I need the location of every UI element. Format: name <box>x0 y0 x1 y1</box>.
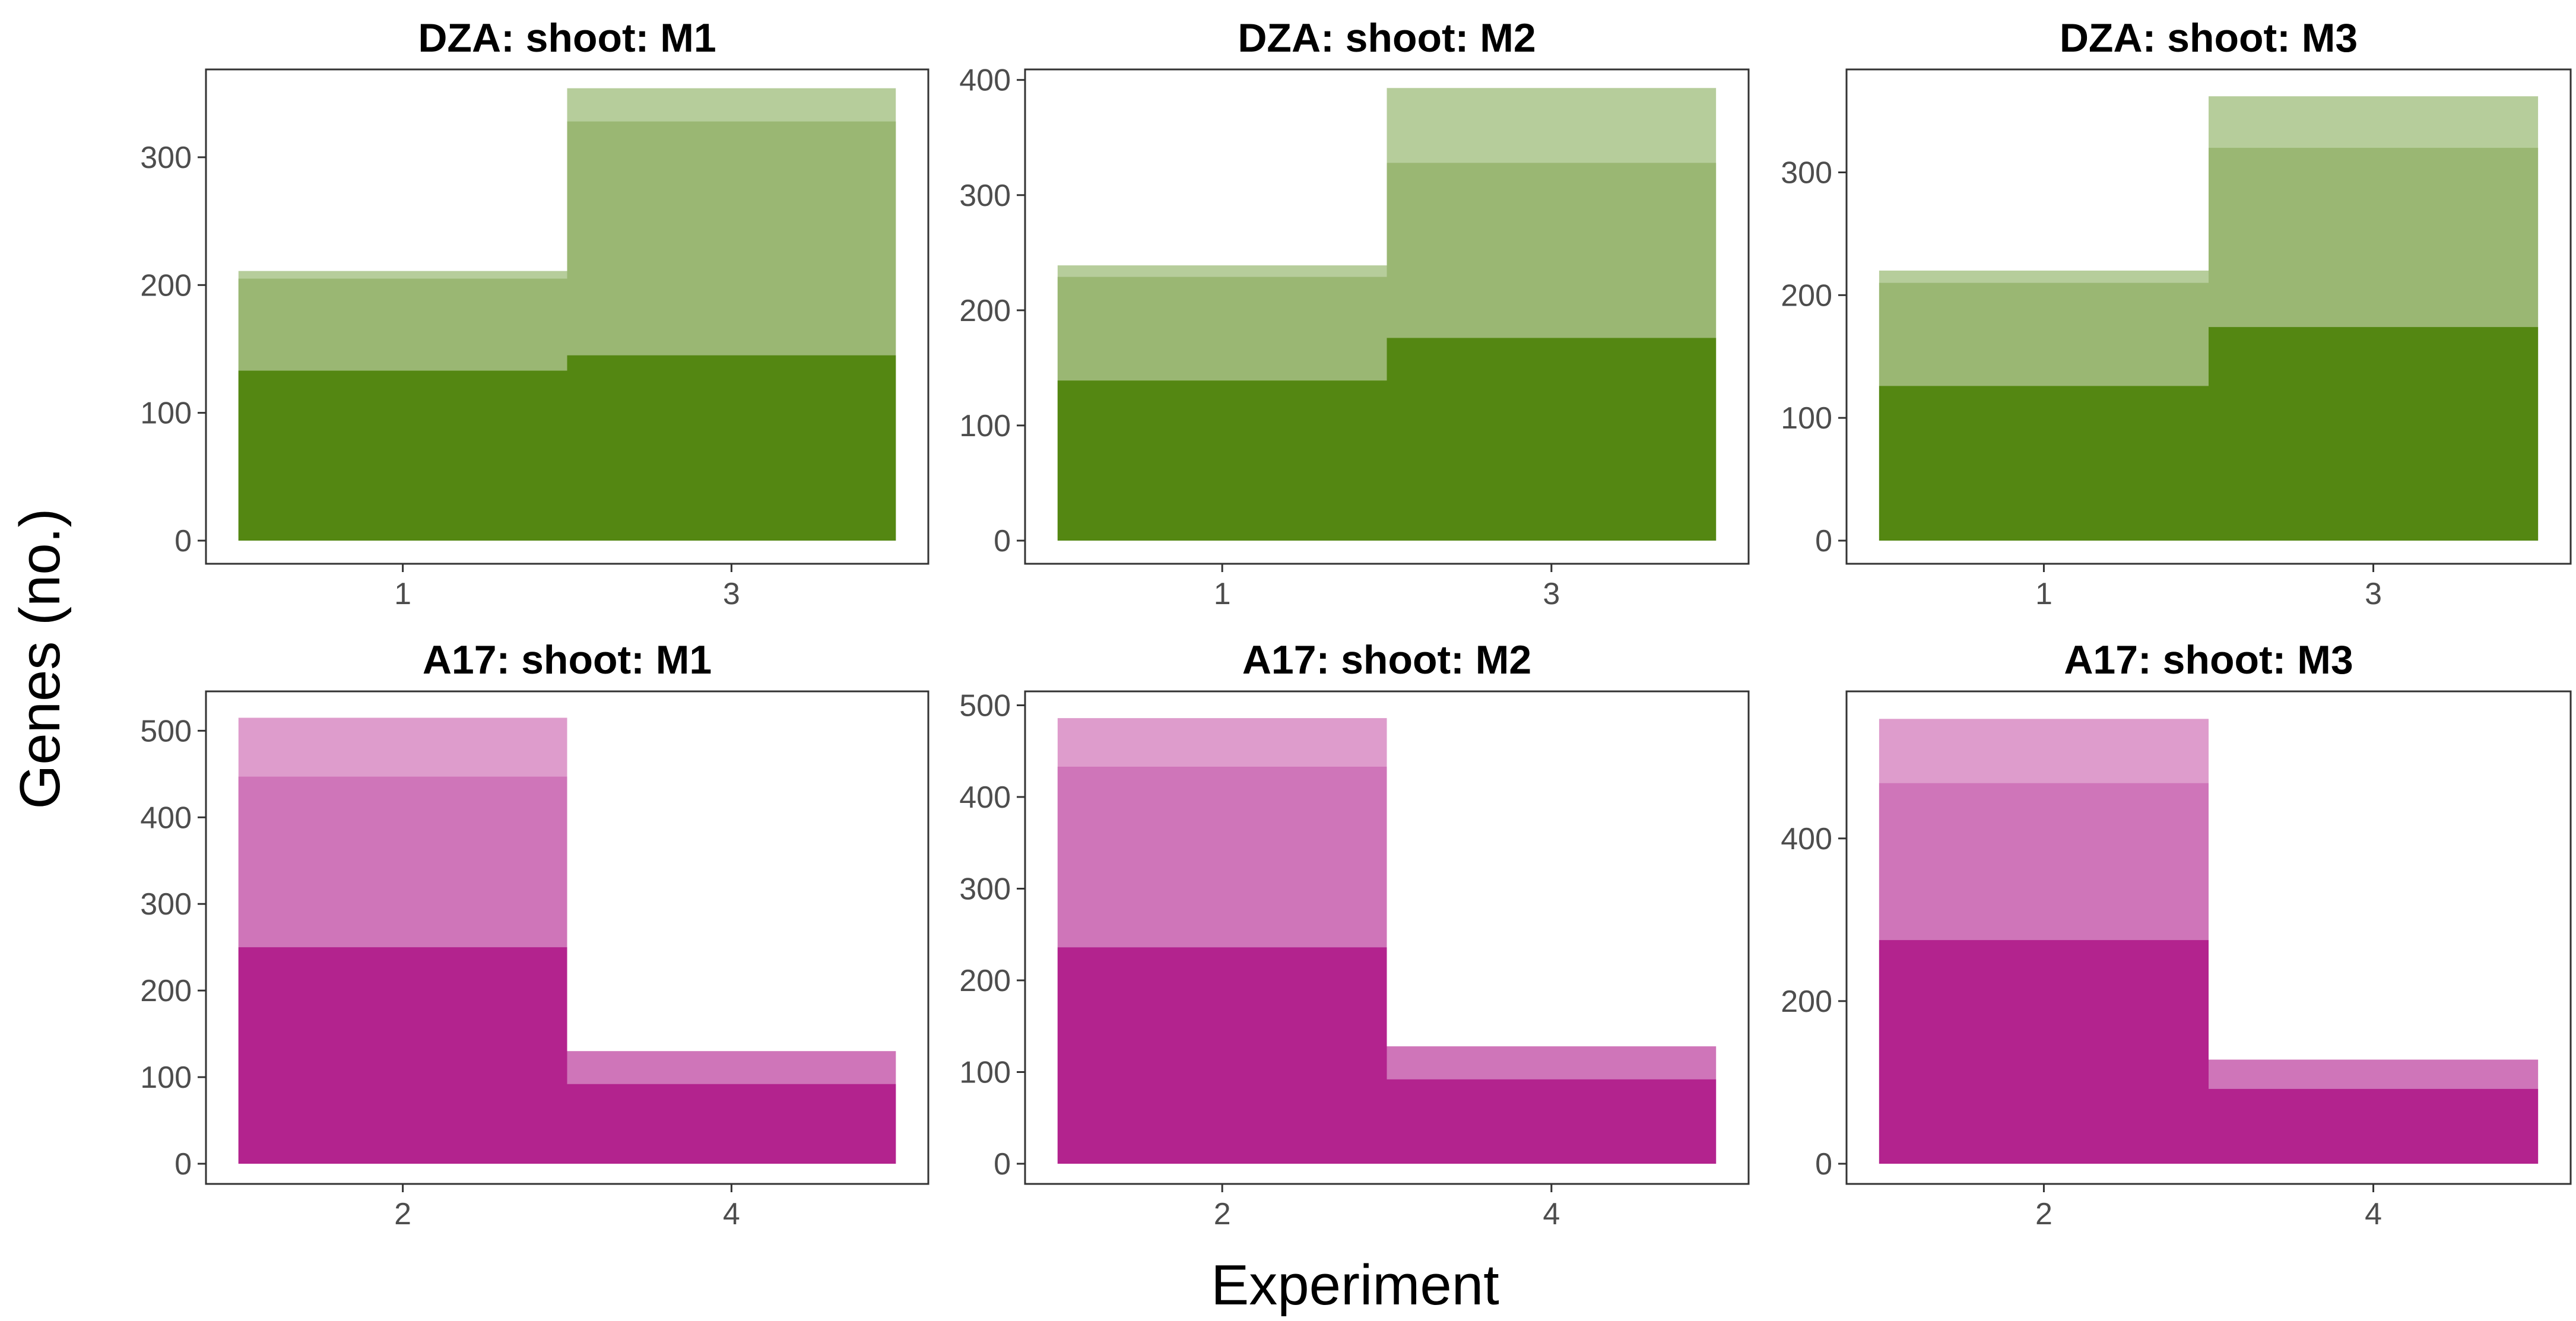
y-tick-label: 200 <box>959 294 1011 328</box>
y-tick-label: 400 <box>959 780 1011 815</box>
y-tick-label: 300 <box>959 872 1011 906</box>
panel-title: A17: shoot: M1 <box>423 637 712 682</box>
x-tick-label: 3 <box>723 577 740 611</box>
y-tick-label: 0 <box>1815 1147 1832 1182</box>
panel-frame <box>1845 68 2572 565</box>
y-tick-label: 100 <box>959 1055 1011 1090</box>
y-tick-label: 100 <box>1781 401 1832 436</box>
y-tick-label: 200 <box>1781 985 1832 1019</box>
panel-title: DZA: shoot: M3 <box>2060 15 2358 61</box>
x-tick-label: 2 <box>2035 1197 2052 1231</box>
y-tick-label: 200 <box>959 964 1011 998</box>
y-tick-label: 100 <box>140 396 192 431</box>
panel-2: DZA: shoot: M2 0 100 200 300 400 1 3 <box>959 15 1750 611</box>
panel-frame <box>1845 690 2572 1185</box>
y-tick-label: 200 <box>140 974 192 1008</box>
x-tick-label: 4 <box>1543 1197 1560 1231</box>
panel-title: DZA: shoot: M2 <box>1238 15 1536 61</box>
panel-frame <box>1024 690 1750 1185</box>
y-tick-label: 100 <box>140 1060 192 1095</box>
panel-title: A17: shoot: M3 <box>2064 637 2353 682</box>
y-axis-title: Genes (no.) <box>8 509 72 809</box>
y-tick-label: 300 <box>1781 155 1832 190</box>
y-tick-label: 500 <box>959 688 1011 723</box>
y-tick-label: 400 <box>1781 822 1832 856</box>
panel-title: DZA: shoot: M1 <box>418 15 716 61</box>
bar-core-2 <box>1057 947 1387 1164</box>
bar-core-4 <box>2209 1088 2539 1164</box>
x-tick-label: 1 <box>394 577 411 611</box>
y-tick-label: 0 <box>994 1147 1011 1182</box>
y-tick-label: 300 <box>140 887 192 922</box>
y-tick-label: 0 <box>175 524 192 558</box>
panel-5: A17: shoot: M2 0 100 200 300 400 500 2 4 <box>959 637 1750 1231</box>
y-tick-label: 400 <box>959 63 1011 98</box>
x-tick-label: 1 <box>2035 577 2052 611</box>
bar-core-2 <box>1879 940 2209 1164</box>
bar-core-1 <box>1879 386 2209 541</box>
y-tick-label: 500 <box>140 714 192 748</box>
y-tick-label: 200 <box>140 268 192 303</box>
bar-core-1 <box>1057 380 1387 541</box>
panel-3: DZA: shoot: M3 0 100 200 300 1 3 <box>1781 15 2572 611</box>
x-tick-label: 3 <box>2365 577 2382 611</box>
x-tick-label: 4 <box>723 1197 740 1231</box>
bar-core-4 <box>1387 1079 1717 1164</box>
y-tick-label: 0 <box>175 1147 192 1182</box>
bar-core-2 <box>238 947 567 1164</box>
panel-frame <box>205 690 929 1185</box>
x-axis-title: Experiment <box>1211 1253 1499 1317</box>
y-tick-label: 200 <box>1781 278 1832 313</box>
x-tick-label: 2 <box>394 1197 411 1231</box>
bar-core-4 <box>567 1084 896 1164</box>
x-tick-label: 4 <box>2365 1197 2382 1231</box>
bar-core-3 <box>1387 338 1717 541</box>
bar-core-1 <box>238 370 567 541</box>
bar-core-3 <box>567 355 896 541</box>
panel-frame <box>1024 68 1750 565</box>
y-tick-label: 400 <box>140 801 192 835</box>
panel-6: A17: shoot: M3 0 200 400 2 4 <box>1781 637 2572 1231</box>
y-tick-label: 100 <box>959 409 1011 443</box>
y-tick-label: 300 <box>959 179 1011 213</box>
x-tick-label: 1 <box>1214 577 1231 611</box>
x-tick-label: 3 <box>1543 577 1560 611</box>
panel-4: A17: shoot: M1 0 100 200 300 400 500 2 4 <box>140 637 929 1231</box>
x-tick-label: 2 <box>1214 1197 1231 1231</box>
bar-core-3 <box>2209 327 2539 541</box>
panel-frame <box>205 68 929 565</box>
panel-1: DZA: shoot: M1 0 100 200 300 1 3 <box>140 15 929 611</box>
y-tick-label: 0 <box>1815 524 1832 558</box>
y-tick-label: 0 <box>994 524 1011 558</box>
y-tick-label: 300 <box>140 141 192 175</box>
panel-title: A17: shoot: M2 <box>1242 637 1531 682</box>
